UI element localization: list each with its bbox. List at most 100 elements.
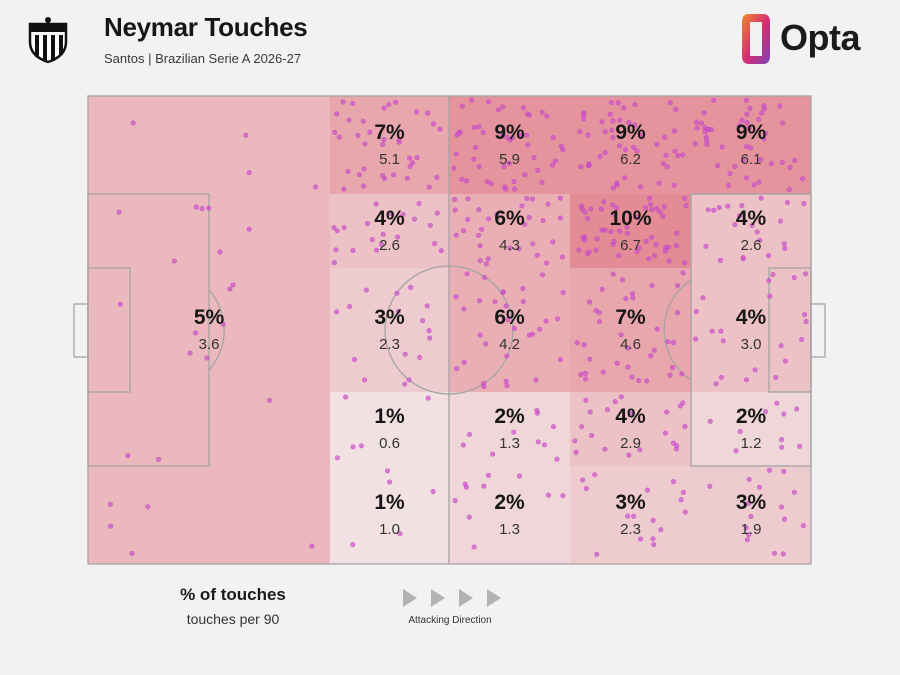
- touch-dot: [693, 308, 699, 315]
- touch-dot: [777, 218, 784, 224]
- touch-dot: [660, 161, 666, 167]
- touch-dot: [803, 318, 809, 325]
- left-goal: [73, 303, 89, 358]
- touch-dot: [802, 271, 809, 277]
- zone-per90-label: 6.1: [741, 151, 762, 168]
- touch-dot: [481, 384, 487, 390]
- touch-dot: [384, 468, 391, 474]
- touch-dot: [787, 165, 793, 171]
- touch-dot: [404, 175, 410, 181]
- touch-dot: [705, 207, 711, 213]
- touch-dot: [246, 170, 252, 176]
- zone-pct-label: 9%: [494, 121, 525, 144]
- touch-dot: [537, 326, 543, 332]
- touch-dot: [784, 199, 791, 206]
- touch-dot: [511, 186, 518, 192]
- touch-dot: [409, 160, 416, 166]
- touch-dot: [526, 112, 533, 118]
- header: Neymar Touches Santos | Brazilian Serie …: [0, 0, 900, 80]
- touch-dot: [504, 383, 510, 389]
- touch-dot: [206, 205, 212, 211]
- touch-dot: [779, 120, 786, 126]
- touch-dot: [461, 359, 467, 366]
- touch-dot: [614, 360, 620, 366]
- zone-per90-label: 1.0: [379, 521, 400, 538]
- touch-dot: [602, 129, 608, 135]
- touch-dot: [791, 489, 798, 495]
- touch-dot: [716, 205, 722, 211]
- touch-dot: [393, 99, 399, 105]
- page-subtitle: Santos | Brazilian Serie A 2026-27: [104, 51, 302, 66]
- touch-dot: [386, 102, 392, 108]
- touch-dot: [664, 164, 670, 170]
- touch-dot: [584, 215, 591, 222]
- touch-dot: [739, 203, 745, 209]
- touch-dot: [460, 228, 467, 234]
- touch-dot: [743, 143, 750, 150]
- opta-wordmark: Opta: [780, 17, 861, 58]
- touch-dot: [618, 394, 624, 400]
- touch-dot: [588, 206, 594, 212]
- touch-dot: [768, 161, 774, 167]
- zone-per90-label: 2.6: [379, 237, 400, 254]
- touch-dot: [623, 296, 629, 302]
- touch-dot: [664, 409, 670, 415]
- touch-dot: [618, 332, 624, 338]
- heat-zone: [570, 466, 691, 564]
- touch-dot: [363, 287, 370, 293]
- touch-dot: [438, 248, 444, 254]
- heat-zone: [570, 194, 691, 268]
- zone-per90-label: 2.3: [620, 521, 641, 538]
- touch-dot: [644, 378, 650, 384]
- touch-dot: [480, 129, 486, 135]
- touch-dot: [453, 151, 459, 157]
- touch-dot: [171, 258, 177, 264]
- touch-dot: [217, 249, 223, 255]
- touch-dot: [732, 222, 738, 228]
- zone-per90-label: 3.0: [741, 336, 762, 353]
- touch-dot: [460, 442, 466, 448]
- touch-dots: [107, 97, 809, 557]
- touch-dot: [533, 377, 539, 383]
- touch-dot: [632, 122, 638, 128]
- touch-dot: [501, 163, 507, 170]
- touch-dot: [524, 195, 530, 202]
- touch-dot: [743, 175, 750, 181]
- touch-dot: [550, 424, 557, 430]
- touch-dot: [554, 316, 561, 322]
- touch-dot: [771, 550, 778, 556]
- touch-dot: [670, 440, 677, 446]
- touch-dot: [334, 228, 340, 234]
- touch-dot: [744, 119, 750, 126]
- touch-dot: [560, 493, 566, 499]
- touch-dot: [737, 428, 743, 435]
- touch-dot: [782, 245, 788, 251]
- touch-dot: [746, 532, 752, 538]
- touch-dot: [646, 195, 653, 201]
- touch-dot: [581, 116, 587, 122]
- touch-dot: [227, 286, 233, 292]
- touch-dot: [464, 271, 470, 277]
- touch-dot: [629, 410, 635, 416]
- touch-dot: [588, 432, 595, 439]
- touch-dot: [587, 356, 593, 362]
- touch-dot: [364, 220, 371, 227]
- touch-dot: [759, 110, 765, 116]
- touch-dot: [361, 166, 367, 172]
- touch-dot: [646, 256, 652, 262]
- touch-dot: [630, 513, 637, 519]
- touch-dot: [600, 369, 606, 375]
- touch-dot: [579, 477, 586, 483]
- touch-dot: [612, 399, 618, 405]
- touch-dot: [733, 448, 739, 454]
- touch-dot: [762, 409, 769, 415]
- touch-dot: [516, 473, 523, 479]
- touch-dot: [616, 253, 622, 259]
- touch-dot: [758, 156, 764, 163]
- zone-pct-label: 4%: [615, 405, 646, 428]
- touch-dot: [692, 336, 699, 342]
- touch-dot: [663, 152, 669, 158]
- touch-dot: [522, 172, 528, 178]
- touch-dot: [494, 211, 500, 218]
